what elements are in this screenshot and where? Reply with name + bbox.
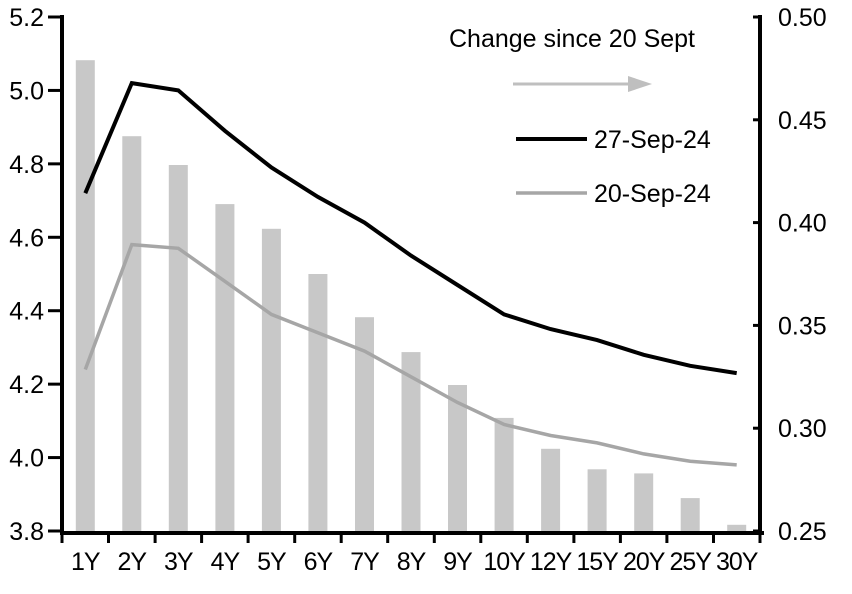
x-axis-tick-label-12Y: 12Y (530, 548, 573, 576)
axes: 5.2 5.0 4.8 4.6 4.4 4.2 4.0 3.8 0.50 0.45 0.40 0.35… (9, 4, 826, 576)
bar-30Y (727, 524, 747, 533)
bar-2Y (122, 136, 142, 533)
x-axis-tick-label-3Y: 3Y (164, 548, 194, 576)
bar-12Y (541, 448, 561, 533)
left-axis-tick-label: 4.2 (9, 371, 44, 399)
x-axis-tick-label-6Y: 6Y (304, 548, 334, 576)
right-axis-tick-label: 0.25 (778, 518, 827, 546)
legend: Change since 20 Sept 27-Sep-24 20-Sep-24 (449, 25, 711, 208)
x-axis-tick-label-5Y: 5Y (257, 548, 287, 576)
x-axis-tick-label-30Y: 30Y (716, 548, 759, 576)
bar-9Y (448, 385, 467, 533)
bar-10Y (494, 417, 514, 533)
left-axis-tick-label: 4.8 (9, 151, 44, 179)
right-axis-tick-label: 0.40 (778, 210, 827, 238)
x-axis-tick-label-25Y: 25Y (669, 548, 712, 576)
legend-entry-label: 27-Sep-24 (594, 126, 711, 154)
bar-20Y (634, 473, 654, 533)
legend-title: Change since 20 Sept (449, 25, 695, 53)
left-axis-tick-label: 5.2 (9, 4, 44, 32)
left-axis-tick-label: 4.0 (9, 445, 44, 473)
bar-7Y (355, 317, 374, 533)
bar-4Y (215, 204, 235, 533)
bar-1Y (75, 60, 95, 533)
right-axis-tick-label: 0.30 (778, 415, 827, 443)
right-axis-tick-label: 0.35 (778, 312, 827, 340)
series-line-20-sep-24 (83, 242, 737, 467)
x-axis-tick-label-2Y: 2Y (118, 548, 148, 576)
right-axis-tick-label: 0.50 (778, 4, 827, 32)
series-line-27-sep-24 (83, 80, 738, 376)
x-axis-tick-label-7Y: 7Y (350, 548, 380, 576)
left-axis-tick-label: 3.8 (9, 518, 44, 546)
legend-entry-27-sep-24: 27-Sep-24 (516, 126, 711, 154)
x-axis-tick-label-15Y: 15Y (576, 548, 619, 576)
legend-entry-20-sep-24: 20-Sep-24 (516, 180, 711, 208)
x-axis-tick-label-20Y: 20Y (623, 548, 666, 576)
bar-8Y (401, 352, 421, 533)
bar-15Y (587, 469, 607, 533)
x-axis-tick-label-10Y: 10Y (483, 548, 526, 576)
bar-6Y (308, 274, 328, 533)
bar-25Y (680, 498, 700, 533)
bar-5Y (261, 228, 281, 534)
right-arrow-icon (513, 76, 652, 92)
left-axis-tick-label: 5.0 (9, 77, 44, 105)
x-axis-tick-label-8Y: 8Y (397, 548, 427, 576)
left-axis-tick-label: 4.4 (9, 298, 44, 326)
x-axis-tick-label-1Y: 1Y (71, 548, 101, 576)
bar-series-change-since-20-sept (75, 60, 747, 534)
x-axis-tick-label-4Y: 4Y (211, 548, 241, 576)
legend-entry-label: 20-Sep-24 (594, 180, 711, 208)
right-axis-tick-label: 0.45 (778, 107, 827, 135)
left-axis-tick-label: 4.6 (9, 224, 44, 252)
x-axis-tick-label-9Y: 9Y (443, 548, 473, 576)
bar-3Y (168, 165, 188, 533)
